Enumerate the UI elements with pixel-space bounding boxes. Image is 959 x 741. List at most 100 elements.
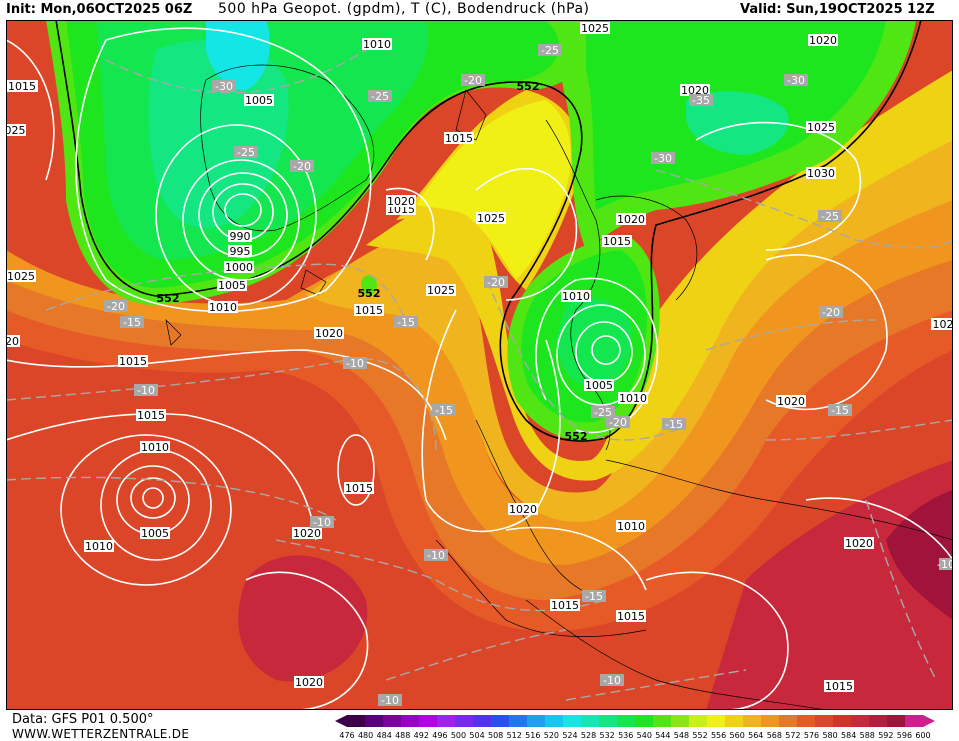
field-536-ne <box>686 91 789 155</box>
pressure-label: 1015 <box>602 235 632 248</box>
pressure-label: 1015 <box>616 610 646 623</box>
svg-text:-15: -15 <box>665 418 683 431</box>
pressure-label: 1015 <box>824 680 854 693</box>
temperature-label: -20 <box>290 160 314 173</box>
contour-552 <box>55 20 922 442</box>
temperature-label: -15 <box>828 404 852 417</box>
color-legend: 476 480 484 488 492 496 500 504 508 512 516 520 524 5… <box>335 715 935 740</box>
temperature-label: -10 <box>937 558 953 571</box>
legend-tick-label: 508 <box>488 731 503 740</box>
svg-text:1015: 1015 <box>119 355 147 368</box>
svg-text:1030: 1030 <box>807 167 835 180</box>
legend-tick-label: 560 <box>730 731 745 740</box>
svg-text:1020: 1020 <box>845 537 873 550</box>
pressure-labels: 1010 1025 1020 1020 1015 1005 990 995 10… <box>6 22 953 693</box>
svg-text:1025: 1025 <box>477 212 505 225</box>
legend-swatch <box>635 715 654 727</box>
svg-text:1010: 1010 <box>619 392 647 405</box>
legend-tick-label: 504 <box>469 731 484 740</box>
legend-swatch <box>869 715 888 727</box>
temperature-label: -25 <box>591 406 615 419</box>
field-584-atlantic <box>238 555 368 682</box>
legend-swatch <box>851 715 870 727</box>
pressure-label: 995 <box>228 245 252 258</box>
legend-tick-label: 568 <box>767 731 782 740</box>
pressure-label: 1025 <box>476 212 506 225</box>
svg-text:-15: -15 <box>123 316 141 329</box>
pressure-label: 025 <box>6 124 26 137</box>
temperature-label: -20 <box>484 276 508 289</box>
svg-text:1025: 1025 <box>7 270 35 283</box>
legend-tick-label: 524 <box>562 731 577 740</box>
legend-tick-label: 528 <box>581 731 596 740</box>
legend-tick-label: 532 <box>599 731 614 740</box>
pressure-label: 1015 <box>444 132 474 145</box>
pressure-label: 1020 <box>680 84 710 97</box>
temperature-label: -15 <box>582 590 606 603</box>
coastlines <box>165 64 953 710</box>
legend-tick-label: 576 <box>804 731 819 740</box>
legend-swatch <box>833 715 852 727</box>
pressure-label: 1005 <box>217 279 247 292</box>
temperature-label: -15 <box>120 316 144 329</box>
svg-text:1010: 1010 <box>141 441 169 454</box>
pressure-label: 1015 <box>550 599 580 612</box>
pressure-label: 1005 <box>244 94 274 107</box>
field-532-west <box>148 40 289 228</box>
svg-text:-25: -25 <box>594 406 612 419</box>
legend-swatch <box>653 715 672 727</box>
valid-time: Valid: Sun,19OCT2025 12Z <box>740 2 935 17</box>
pressure-label: 102 <box>931 318 953 331</box>
svg-text:-20: -20 <box>609 416 627 429</box>
svg-text:1025: 1025 <box>581 22 609 35</box>
svg-text:1015: 1015 <box>8 80 36 93</box>
pressure-label: 1010 <box>208 301 238 314</box>
temperature-label: -10 <box>424 549 448 562</box>
pressure-label: 1025 <box>806 121 836 134</box>
svg-text:-30: -30 <box>215 80 233 93</box>
svg-text:1020: 1020 <box>315 327 343 340</box>
legend-swatch <box>797 715 816 727</box>
svg-text:995: 995 <box>230 245 251 258</box>
map-footer: Data: GFS P01 0.500° WWW.WETTERZENTRALE.… <box>0 710 959 741</box>
pressure-label: 990 <box>228 230 252 243</box>
temperature-label: -30 <box>784 74 808 87</box>
map-title: 500 hPa Geopot. (gpdm), T (C), Bodendruc… <box>218 1 590 17</box>
legend-tick-label: 500 <box>451 731 466 740</box>
legend-swatch <box>689 715 708 727</box>
legend-tick-label: 488 <box>395 731 410 740</box>
legend-swatch <box>743 715 762 727</box>
svg-text:-25: -25 <box>237 146 255 159</box>
pressure-label: 1010 <box>84 540 114 553</box>
legend-arrow-right <box>923 715 935 727</box>
legend-swatch <box>419 715 438 727</box>
legend-tick-label: 580 <box>822 731 837 740</box>
temperature-label: -10 <box>343 357 367 370</box>
svg-text:1005: 1005 <box>141 527 169 540</box>
legend-swatch <box>509 715 528 727</box>
pressure-label: 1020 <box>386 195 416 208</box>
legend-swatch <box>473 715 492 727</box>
svg-text:1005: 1005 <box>585 379 613 392</box>
pressure-label: 1010 <box>362 38 392 51</box>
svg-text:1015: 1015 <box>355 304 383 317</box>
legend-swatch <box>365 715 384 727</box>
temperature-label: -15 <box>394 316 418 329</box>
data-source: Data: GFS P01 0.500° <box>12 712 154 727</box>
legend-tick-label: 516 <box>525 731 540 740</box>
temperature-label: -10 <box>600 674 624 687</box>
svg-text:-25: -25 <box>371 90 389 103</box>
legend-tick-label: 484 <box>377 731 392 740</box>
legend-tick-label: 552 <box>692 731 707 740</box>
svg-text:1015: 1015 <box>445 132 473 145</box>
svg-text:1015: 1015 <box>551 599 579 612</box>
legend-tick-label: 592 <box>878 731 893 740</box>
legend-tick-label: 596 <box>897 731 912 740</box>
legend-swatch <box>707 715 726 727</box>
pressure-label: 1020 <box>844 537 874 550</box>
pressure-label: 1020 <box>294 676 324 689</box>
svg-text:1010: 1010 <box>363 38 391 51</box>
pressure-label: 1015 <box>118 355 148 368</box>
pressure-label: 1005 <box>584 379 614 392</box>
legend-swatch <box>779 715 798 727</box>
